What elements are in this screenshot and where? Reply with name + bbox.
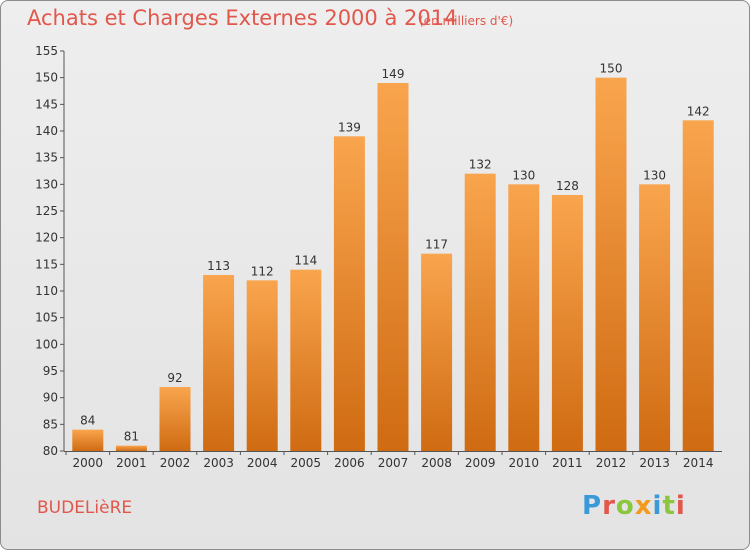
y-tick-label: 135 <box>35 151 58 165</box>
data-label-2002: 92 <box>167 371 182 385</box>
logo-letter: P <box>582 491 603 521</box>
data-label-2012: 150 <box>600 62 623 76</box>
bar-layer <box>72 77 714 452</box>
y-tick-label: 105 <box>35 311 58 325</box>
logo-letter: o <box>615 491 635 521</box>
axis-layer: 80 85 90 95 100 105 110 115 120 125 130 135 140 145 15… <box>35 44 722 458</box>
x-tick-label: 2011 <box>552 456 583 470</box>
bar-2012 <box>595 77 627 452</box>
bar-2009 <box>464 173 496 451</box>
y-tick-label: 140 <box>35 124 58 138</box>
data-label-2005: 114 <box>294 254 317 268</box>
commune-name: BUDELièRE <box>37 498 133 518</box>
x-tick-label: 2007 <box>378 456 409 470</box>
data-label-2007: 149 <box>382 67 405 81</box>
data-label-2013: 130 <box>643 168 666 182</box>
x-tick-label: 2002 <box>160 456 191 470</box>
bar-2011 <box>551 195 583 451</box>
bar-2004 <box>246 280 278 451</box>
y-tick-label: 100 <box>35 337 58 351</box>
logo-letter: r <box>602 491 616 521</box>
bar-2002 <box>159 387 191 451</box>
y-tick-label: 150 <box>35 71 58 85</box>
y-tick-label: 145 <box>35 97 58 111</box>
logo-letter: t <box>662 491 676 521</box>
y-tick-label: 120 <box>35 231 58 245</box>
y-tick-label: 85 <box>43 417 58 431</box>
bar-2001 <box>115 445 147 451</box>
data-label-2010: 130 <box>512 168 535 182</box>
x-tick-label: 2014 <box>683 456 714 470</box>
x-tick-label: 2003 <box>203 456 234 470</box>
logo-letter: i <box>675 491 686 521</box>
data-label-2001: 81 <box>124 430 139 444</box>
y-tick-label: 115 <box>35 257 58 271</box>
bar-2007 <box>377 83 409 451</box>
logo-letter: i <box>652 491 663 521</box>
data-label-2006: 139 <box>338 120 361 134</box>
data-label-2014: 142 <box>687 104 710 118</box>
y-tick-label: 125 <box>35 204 58 218</box>
data-label-2009: 132 <box>469 158 492 172</box>
y-tick-label: 110 <box>35 284 58 298</box>
bar-2003 <box>203 275 235 451</box>
bar-2000 <box>72 429 104 451</box>
y-tick-label: 95 <box>43 364 58 378</box>
data-label-2003: 113 <box>207 259 230 273</box>
proxiti-logo[interactable]: Proxiti <box>582 491 686 521</box>
logo-letter: x <box>634 491 653 521</box>
x-tick-label: 2010 <box>509 456 540 470</box>
chart-title: Achats et Charges Externes 2000 à 2014 <box>27 6 458 30</box>
x-tick-label: 2005 <box>291 456 322 470</box>
data-label-2008: 117 <box>425 238 448 252</box>
y-tick-label: 155 <box>35 44 58 58</box>
x-tick-label: 2006 <box>334 456 365 470</box>
bar-2014 <box>682 120 714 451</box>
y-tick-label: 90 <box>43 391 58 405</box>
data-label-2000: 84 <box>80 414 95 428</box>
bar-2010 <box>508 184 540 452</box>
chart-subtitle: (en milliers d'€) <box>419 14 514 28</box>
bar-2005 <box>290 269 322 451</box>
x-tick-label: 2013 <box>639 456 670 470</box>
x-tick-label: 2012 <box>596 456 627 470</box>
x-tick-label: 2009 <box>465 456 496 470</box>
x-tick-label: 2001 <box>116 456 147 470</box>
x-tick-label: 2000 <box>73 456 104 470</box>
x-tick-label: 2008 <box>421 456 452 470</box>
y-tick-label: 130 <box>35 177 58 191</box>
y-tick-label: 80 <box>43 444 58 458</box>
data-label-2004: 112 <box>251 264 274 278</box>
label-layer: 2000 84 2001 81 2002 92 2003 113 2004 112 2005 114 2… <box>73 62 714 470</box>
x-tick-label: 2004 <box>247 456 278 470</box>
data-label-2011: 128 <box>556 179 579 193</box>
bar-2013 <box>639 184 671 452</box>
bar-2006 <box>333 136 365 452</box>
bar-2008 <box>421 253 453 451</box>
